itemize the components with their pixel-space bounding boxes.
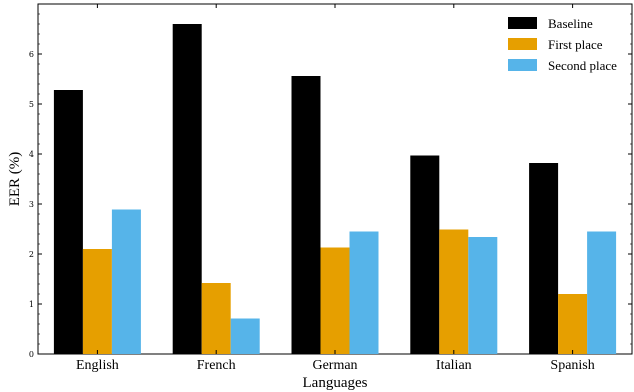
x-tick-label: Italian	[436, 358, 472, 373]
legend-swatch-second-place	[508, 59, 537, 71]
bar-first-place-spanish	[558, 294, 588, 354]
bar-second-place-spanish	[587, 231, 617, 354]
legend-label: Baseline	[548, 16, 593, 31]
x-tick-label: Spanish	[550, 358, 594, 373]
legend-label: Second place	[548, 58, 617, 73]
x-axis: English French German Italian Spanish	[76, 4, 595, 373]
bars-group	[53, 24, 617, 354]
x-tick-label: German	[312, 358, 357, 373]
bar-second-place-english	[111, 209, 141, 354]
bar-first-place-italian	[439, 229, 469, 354]
y-tick-label: 5	[29, 100, 34, 109]
bar-second-place-italian	[468, 237, 498, 354]
bar-baseline-spanish	[529, 163, 559, 354]
y-tick-label: 1	[29, 300, 34, 309]
legend-label: First place	[548, 37, 603, 52]
bar-baseline-french	[172, 24, 202, 354]
bar-baseline-german	[291, 76, 321, 354]
y-tick-label: 6	[29, 50, 34, 59]
y-tick-label: 2	[29, 250, 34, 259]
y-tick-label: 4	[29, 150, 34, 159]
bar-first-place-french	[201, 283, 231, 354]
y-tick-label: 0	[29, 350, 34, 359]
legend-swatch-first-place	[508, 38, 537, 50]
bar-baseline-italian	[410, 155, 440, 354]
bar-first-place-english	[82, 249, 112, 354]
bar-baseline-english	[53, 90, 83, 354]
y-tick-label: 3	[29, 200, 34, 209]
x-tick-label: English	[76, 358, 119, 373]
y-axis-title: EER (%)	[7, 152, 23, 207]
bar-second-place-german	[349, 231, 379, 354]
bar-second-place-french	[230, 318, 260, 354]
x-axis-title: Languages	[303, 375, 368, 391]
bar-first-place-german	[320, 247, 350, 354]
x-tick-label: French	[197, 358, 236, 373]
y-axis: 0 1 2 3 4 5 6	[29, 13, 632, 359]
legend: Baseline First place Second place	[508, 16, 617, 73]
legend-swatch-baseline	[508, 17, 537, 29]
